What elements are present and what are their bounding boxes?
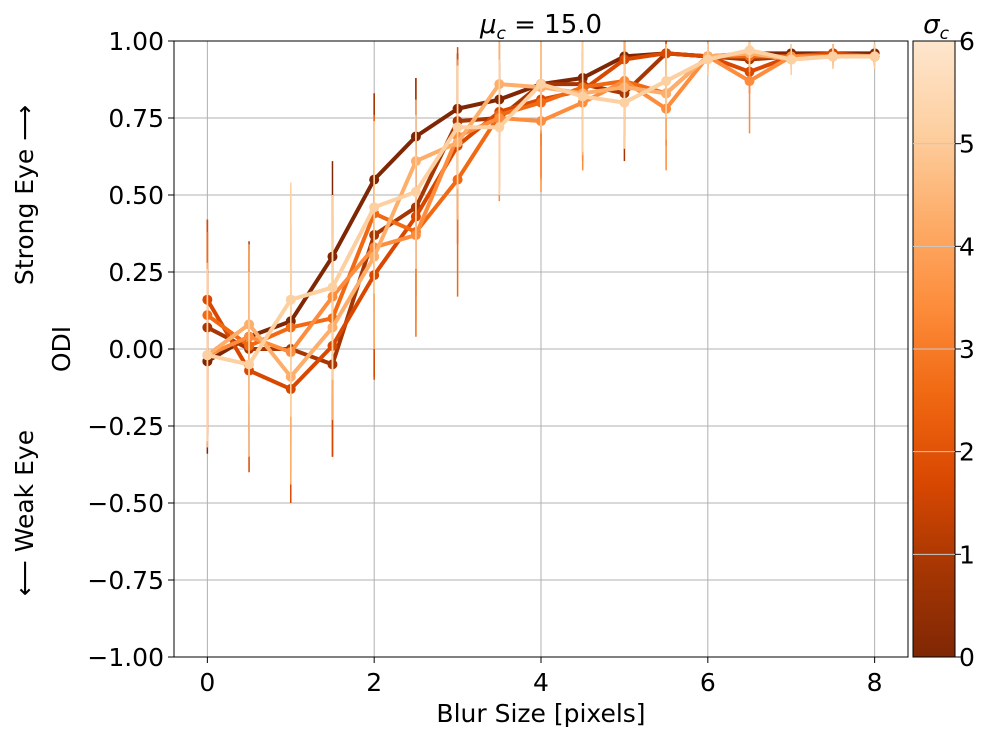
data-point — [452, 122, 463, 133]
y-tick-label: 1.00 — [108, 27, 164, 56]
data-point — [661, 76, 672, 87]
colorbar-ticks: 0 1 2 3 4 5 6 — [913, 27, 975, 672]
data-point — [619, 97, 630, 108]
data-point — [786, 54, 797, 65]
y-tick-label: 0.00 — [108, 335, 164, 364]
y-tick-label: −0.50 — [87, 489, 164, 518]
x-axis: 0 2 4 6 8 — [199, 657, 883, 697]
x-axis-label: Blur Size [pixels] — [436, 699, 645, 728]
data-point — [494, 122, 505, 133]
colorbar-tick-label: 2 — [959, 438, 975, 467]
series-6 — [202, 41, 880, 457]
colorbar-tick-label: 3 — [959, 335, 975, 364]
colorbar-tick-label: 4 — [959, 232, 975, 261]
data-point — [827, 51, 838, 62]
y-tick-label: 0.25 — [108, 258, 164, 287]
y-axis-label-strong-eye: Strong Eye ⟶ — [10, 105, 39, 285]
colorbar-tick-label: 1 — [959, 540, 975, 569]
y-tick-label: 0.50 — [108, 181, 164, 210]
colorbar-tick-label: 5 — [959, 130, 975, 159]
data-point — [285, 294, 296, 305]
data-point — [536, 79, 546, 90]
data-point — [744, 45, 755, 56]
colorbar-tick-label: 0 — [959, 643, 975, 672]
data-point — [410, 186, 421, 197]
data-point — [577, 91, 588, 102]
x-tick-label: 8 — [867, 668, 883, 697]
chart-title: μc = 15.0 — [479, 10, 602, 44]
data-point — [869, 51, 880, 62]
data-point — [202, 350, 213, 361]
x-tick-label: 0 — [199, 668, 215, 697]
y-axis: −1.00 −0.75 −0.50 −0.25 0.00 0.25 0.50 0.75 1.00 — [87, 27, 174, 672]
y-tick-label: −0.75 — [87, 566, 164, 595]
y-tick-label: 0.75 — [108, 104, 164, 133]
x-tick-label: 2 — [366, 668, 382, 697]
data-point — [327, 282, 338, 293]
series-layer — [202, 41, 880, 503]
data-point — [244, 359, 255, 370]
y-tick-label: −0.25 — [87, 412, 164, 441]
y-tick-label: −1.00 — [87, 643, 164, 672]
x-tick-label: 6 — [700, 668, 716, 697]
y-axis-label-weak-eye: ⟵ Weak Eye — [10, 430, 39, 596]
data-point — [744, 76, 755, 87]
data-point — [369, 202, 380, 213]
y-axis-label: ODI — [47, 326, 76, 372]
x-tick-label: 4 — [533, 668, 549, 697]
colorbar: 0 1 2 3 4 5 6 σc — [912, 10, 975, 672]
colorbar-tick-label: 6 — [959, 27, 975, 56]
colorbar-label: σc — [923, 10, 949, 44]
data-point — [702, 54, 713, 65]
